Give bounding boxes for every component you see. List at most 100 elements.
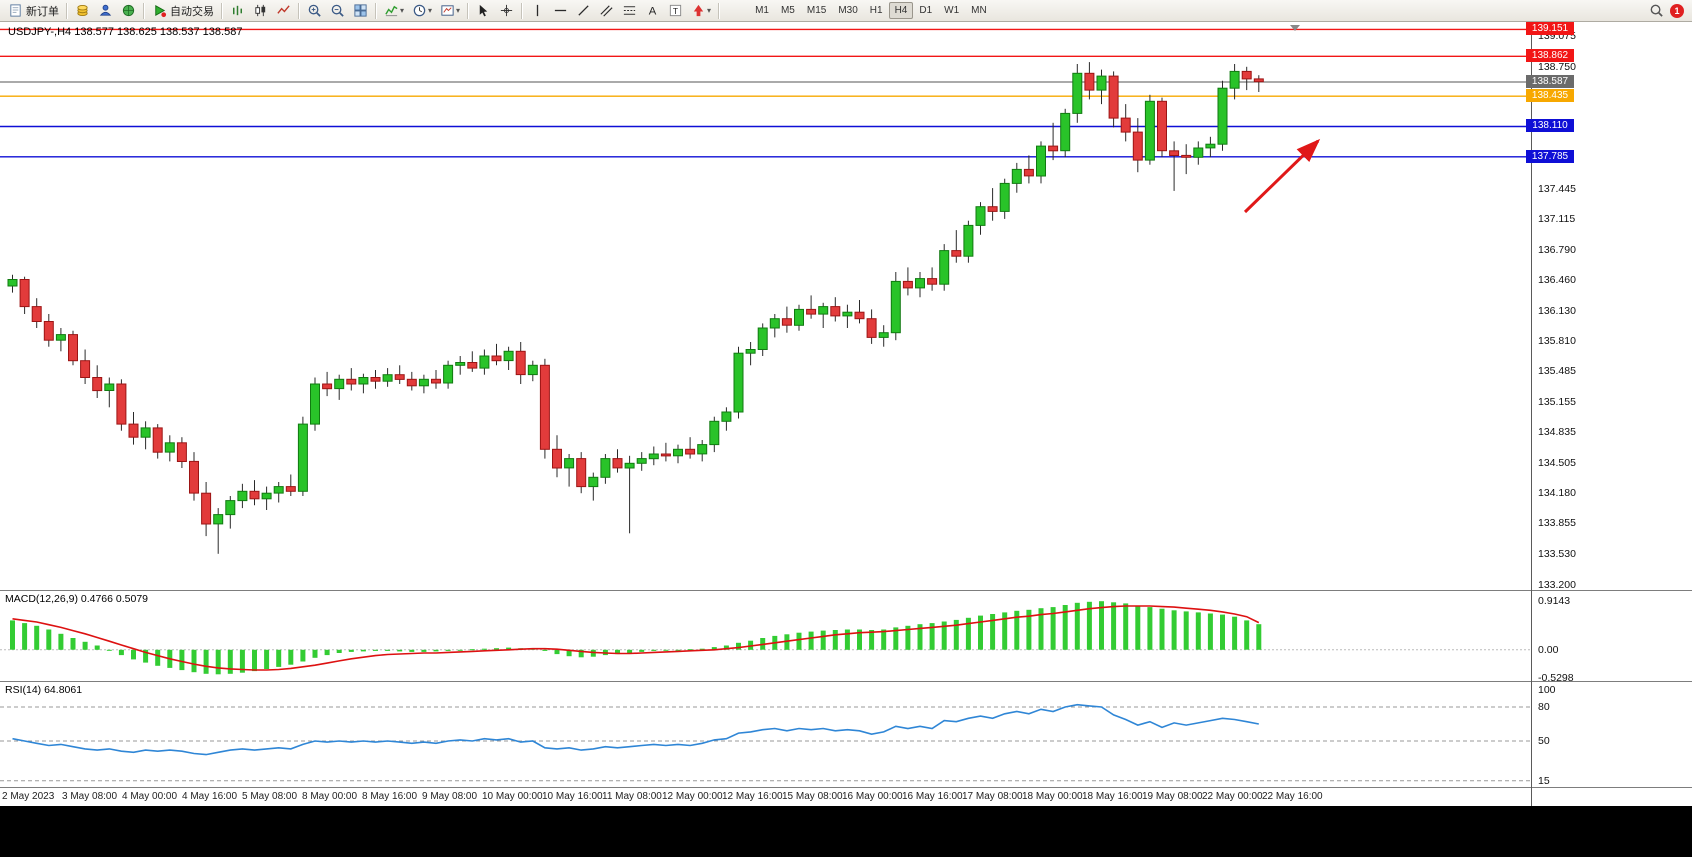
chart-title: USDJPY-,H4 138.577 138.625 138.537 138.5… — [8, 26, 243, 38]
main-chart-svg[interactable] — [0, 22, 1532, 590]
equidistant-channel-button[interactable] — [595, 0, 618, 22]
price-axis-label: 134.180 — [1538, 487, 1576, 499]
arrowtool-icon — [691, 3, 706, 18]
price-axis[interactable]: 139.075 138.750 137.445 137.115 136.790 136.4… — [1526, 0, 1692, 806]
time-label: 12 May 00:00 — [662, 791, 723, 802]
data-window-button[interactable] — [94, 0, 117, 22]
price-tag-138.587: 138.587 — [1526, 75, 1574, 88]
price-axis-label: 137.445 — [1538, 183, 1576, 195]
auto-trading-button[interactable]: 自动交易 — [148, 0, 218, 22]
time-axis[interactable]: 2 May 2023 3 May 08:00 4 May 00:00 4 May 16… — [0, 788, 1692, 806]
rsi-panel[interactable]: RSI(14) 64.8061 — [0, 682, 1692, 788]
crosshair-button[interactable] — [495, 0, 518, 22]
navigator-button[interactable] — [117, 0, 140, 22]
macd-scale-label: 0.9143 — [1538, 595, 1571, 607]
price-axis-label: 137.115 — [1538, 213, 1576, 225]
indicator-icon — [384, 3, 399, 18]
price-tag-138.110: 138.110 — [1526, 119, 1574, 132]
horizontal-line-button[interactable] — [549, 0, 572, 22]
bars-icon — [230, 3, 245, 18]
grid-icon — [353, 3, 368, 18]
time-label: 11 May 08:00 — [602, 791, 662, 802]
trend-arrow-annotation[interactable] — [1243, 138, 1321, 214]
fibo-icon — [622, 3, 637, 18]
line-chart-button[interactable] — [272, 0, 295, 22]
rsi-svg[interactable] — [0, 682, 1532, 787]
indicators-button[interactable]: ▾ — [380, 0, 408, 22]
zoom-out-button[interactable] — [326, 0, 349, 22]
toolbar-separator — [467, 2, 470, 19]
candlestick-chart-button[interactable] — [249, 0, 272, 22]
toolbar-separator — [221, 2, 223, 19]
zoomout-icon — [330, 3, 345, 18]
main-chart-panel[interactable]: USDJPY-,H4 138.577 138.625 138.537 138.5… — [0, 22, 1692, 591]
textT-icon: T — [668, 3, 683, 18]
trendline-button[interactable] — [572, 0, 595, 22]
timeframe-h4[interactable]: H4 — [888, 2, 914, 19]
time-label: 12 May 16:00 — [722, 791, 783, 802]
auto-trading-button-label: 自动交易 — [170, 5, 214, 18]
chart-shift-marker[interactable] — [1290, 25, 1300, 31]
person-icon — [98, 3, 113, 18]
channel-icon — [599, 3, 614, 18]
rsi-scale-label: 15 — [1538, 775, 1550, 787]
svg-text:A: A — [649, 6, 657, 18]
toolbar-separator — [718, 2, 721, 19]
time-label: 10 May 00:00 — [482, 791, 543, 802]
globe-icon — [121, 3, 136, 18]
timeframe-h1[interactable]: H1 — [869, 5, 883, 16]
time-label: 4 May 00:00 — [122, 791, 178, 802]
periods-button[interactable]: ▾ — [408, 0, 436, 22]
macd-panel[interactable]: MACD(12,26,9) 0.4766 0.5079 — [0, 591, 1692, 682]
search-icon[interactable] — [1649, 3, 1664, 18]
timeframe-w1[interactable]: W1 — [944, 5, 960, 16]
hline-icon — [553, 3, 568, 18]
timeframe-d1[interactable]: D1 — [919, 5, 933, 16]
fibonacci-button[interactable] — [618, 0, 641, 22]
macd-signal-line — [12, 605, 1260, 671]
price-axis-label: 135.485 — [1538, 365, 1576, 377]
crosshair-icon — [499, 3, 514, 18]
toolbar-right: 1 — [1649, 3, 1688, 18]
timeframe-m5[interactable]: M5 — [780, 5, 795, 16]
price-axis-label: 135.810 — [1538, 335, 1576, 347]
new-order-button[interactable]: 新订单 — [4, 0, 63, 22]
price-axis-label: 134.505 — [1538, 457, 1576, 469]
templates-button[interactable]: ▾ — [436, 0, 464, 22]
notification-badge[interactable]: 1 — [1670, 3, 1684, 18]
time-label: 8 May 00:00 — [302, 791, 358, 802]
time-label: 16 May 16:00 — [902, 791, 963, 802]
textA-icon: A — [645, 3, 660, 18]
price-axis-label: 136.130 — [1538, 305, 1576, 317]
timeframe-m15[interactable]: M15 — [806, 5, 827, 16]
timeframe-m1[interactable]: M1 — [755, 5, 769, 16]
rsi-scale-label: 80 — [1538, 701, 1550, 713]
text-button[interactable]: A — [641, 0, 664, 22]
cursor-button[interactable] — [472, 0, 495, 22]
timeframe-group: M1 M5 M15 M30 H1 H4 D1 W1 MN — [749, 2, 993, 19]
chevron-down-icon: ▾ — [456, 6, 461, 15]
vline-icon — [530, 3, 545, 18]
zoom-in-button[interactable] — [303, 0, 326, 22]
price-tag-138.862: 138.862 — [1526, 49, 1574, 62]
axis-border — [1531, 22, 1532, 806]
price-axis-label: 133.855 — [1538, 517, 1576, 529]
bar-chart-button[interactable] — [226, 0, 249, 22]
time-label: 3 May 08:00 — [62, 791, 118, 802]
timeframe-mn[interactable]: MN — [971, 5, 987, 16]
tile-windows-button[interactable] — [349, 0, 372, 22]
macd-histogram — [10, 601, 1262, 675]
label-button[interactable]: T — [664, 0, 687, 22]
vertical-line-button[interactable] — [526, 0, 549, 22]
time-label: 18 May 16:00 — [1082, 791, 1143, 802]
chevron-down-icon: ▾ — [400, 6, 405, 15]
macd-svg[interactable] — [0, 591, 1532, 681]
time-label: 18 May 00:00 — [1022, 791, 1083, 802]
time-label: 17 May 08:00 — [962, 791, 1023, 802]
timeframe-m30[interactable]: M30 — [838, 5, 858, 16]
horizontal-lines[interactable] — [0, 28, 1532, 158]
arrows-button[interactable]: ▾ — [687, 0, 715, 22]
market-watch-button[interactable] — [71, 0, 94, 22]
cursor-icon — [476, 3, 491, 18]
